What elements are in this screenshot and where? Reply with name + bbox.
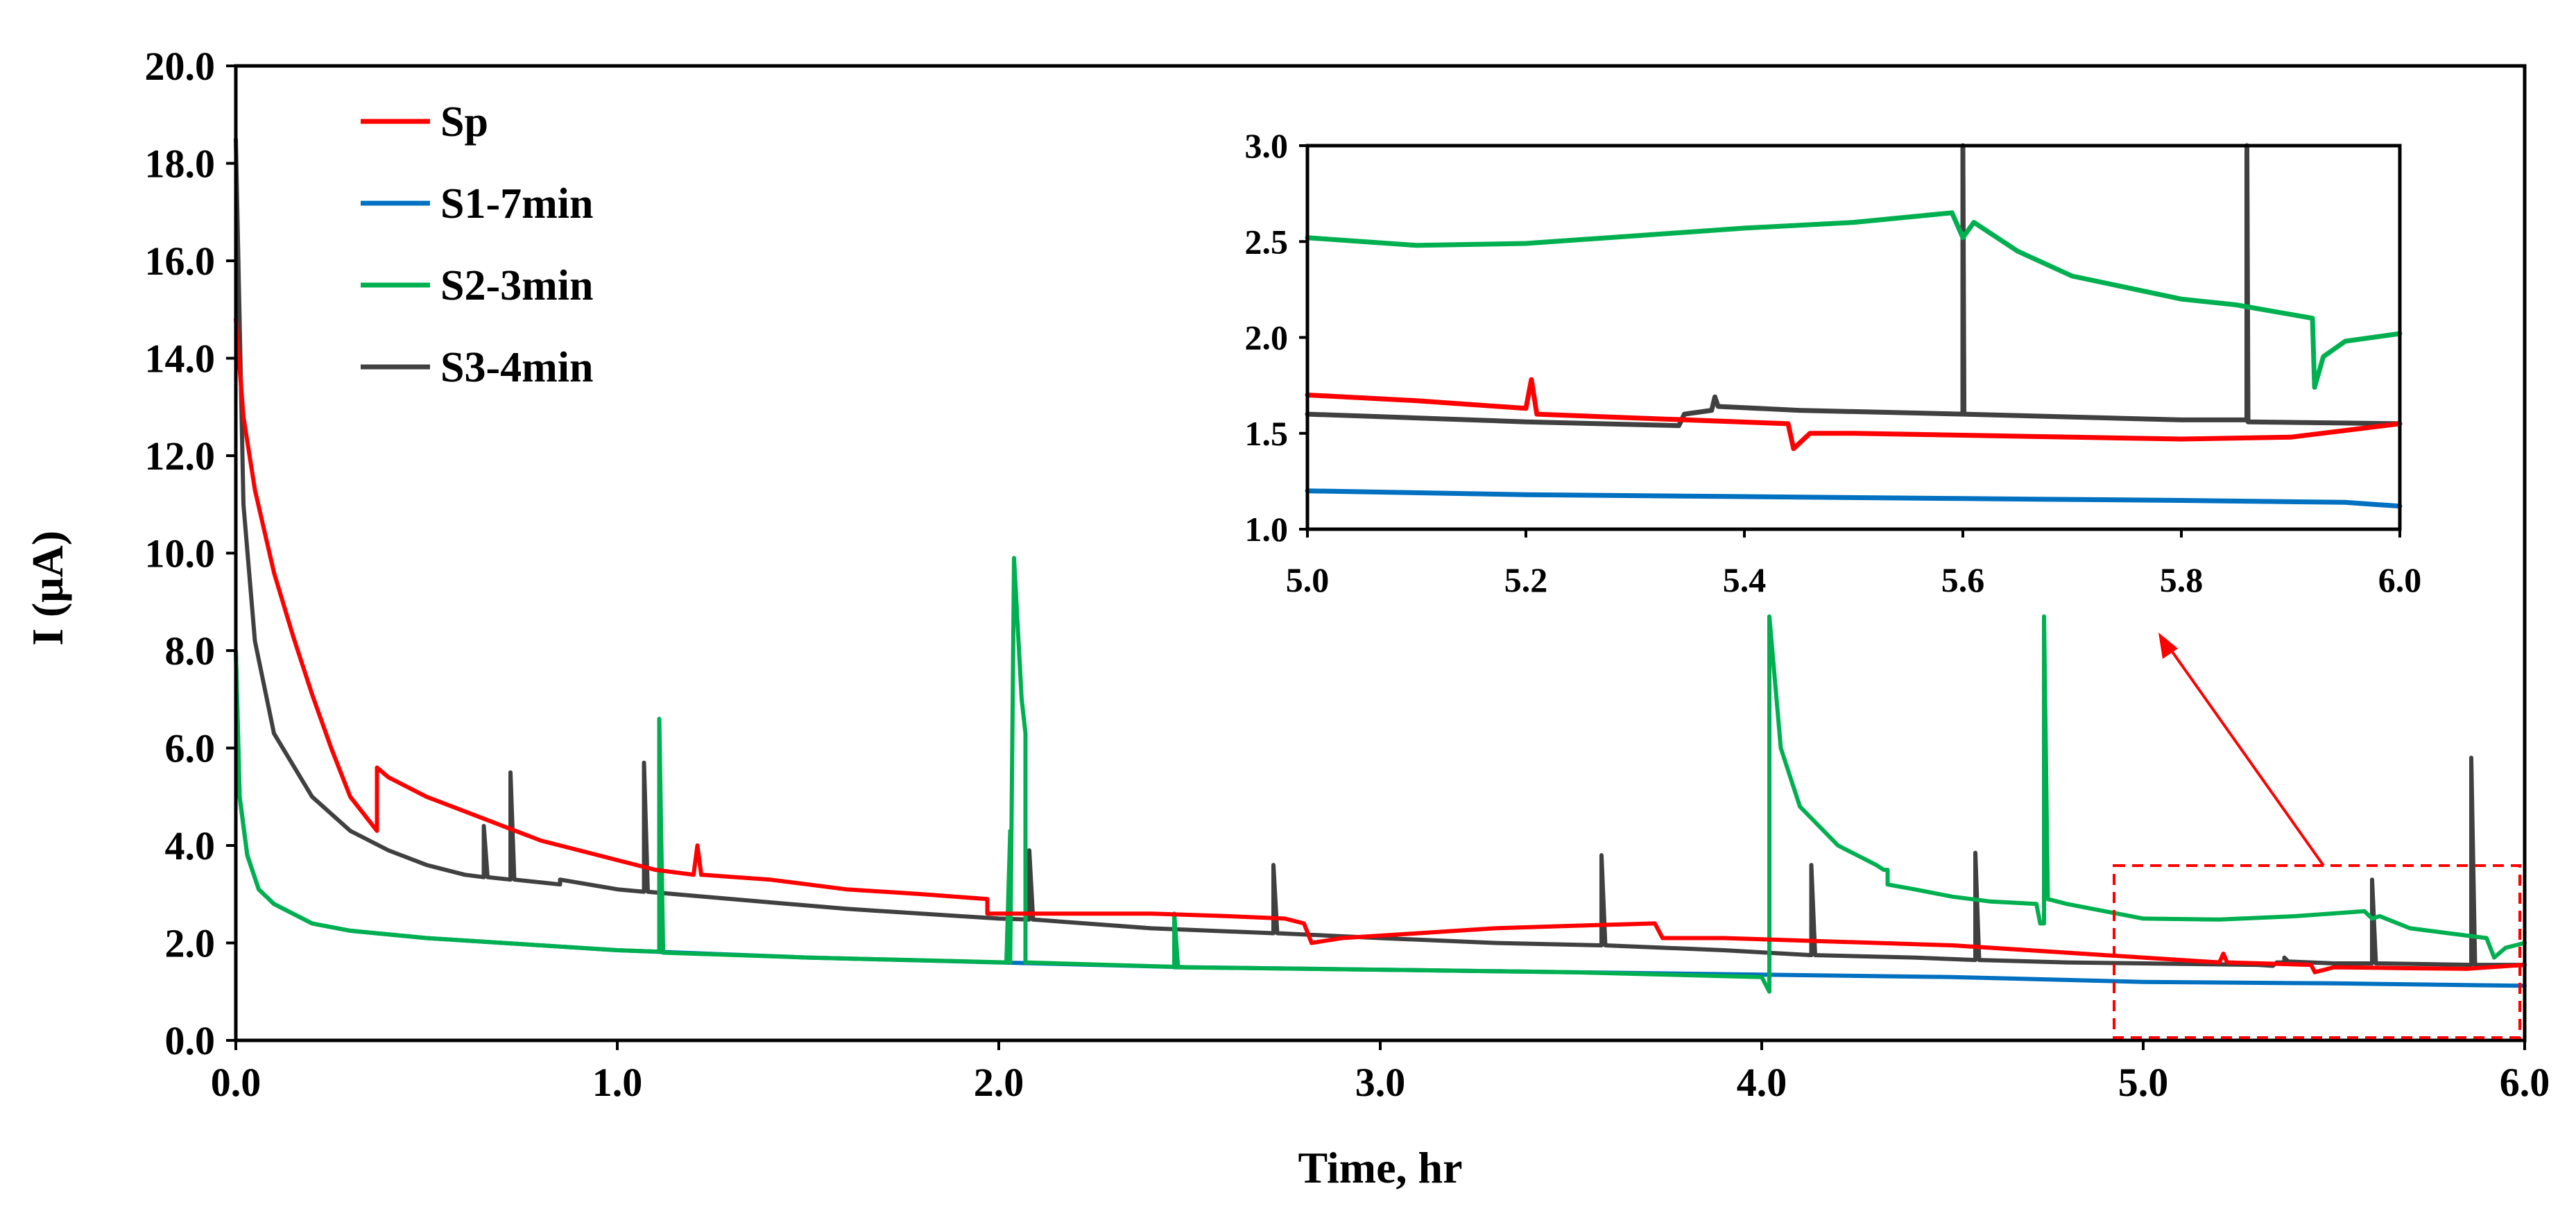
y-tick-label: 6.0 xyxy=(165,726,216,771)
x-tick-label: 2.0 xyxy=(974,1060,1024,1105)
y-tick-label: 14.0 xyxy=(145,336,216,381)
x-tick-label: 4.0 xyxy=(1737,1060,1787,1105)
legend-label-sp: Sp xyxy=(440,98,488,146)
legend-label-s1-7min: S1-7min xyxy=(440,180,593,227)
inset-x-tick-label: 5.4 xyxy=(1723,560,1767,599)
inset-y-tick-label: 1.0 xyxy=(1245,510,1289,549)
legend-label-s2-3min: S2-3min xyxy=(440,262,593,309)
y-tick-label: 20.0 xyxy=(145,44,216,89)
inset-series-line-sp xyxy=(1305,377,2403,452)
inset-series-group xyxy=(1305,143,2403,509)
inset-y-tick-label: 2.0 xyxy=(1245,318,1289,357)
x-tick-label: 3.0 xyxy=(1355,1060,1406,1105)
inset-y-tick-label: 3.0 xyxy=(1245,126,1289,165)
x-tick-label: 5.0 xyxy=(2118,1060,2169,1105)
y-tick-label: 12.0 xyxy=(145,433,216,479)
y-tick-label: 10.0 xyxy=(145,531,216,576)
y-axis-title: I (μA) xyxy=(23,531,72,646)
series-line-s3-4min xyxy=(234,137,2527,968)
inset-series-line-s3-4min xyxy=(1305,143,2403,429)
y-tick-label: 4.0 xyxy=(165,823,216,868)
zoom-region-box xyxy=(2113,864,2521,1039)
inset-x-tick-label: 5.6 xyxy=(1941,560,1985,599)
legend-label-s3-4min: S3-4min xyxy=(440,344,593,391)
inset-x-tick-label: 6.0 xyxy=(2378,560,2422,599)
inset-x-tick-label: 5.8 xyxy=(2160,560,2204,599)
y-tick-label: 18.0 xyxy=(145,141,216,187)
series-line-s2-3min xyxy=(234,556,2527,994)
inset-x-tick-label: 5.2 xyxy=(1504,560,1548,599)
x-tick-label: 0.0 xyxy=(211,1060,261,1105)
y-tick-label: 16.0 xyxy=(145,239,216,284)
series-line-sp xyxy=(234,317,2527,974)
inset-series-line-s1-7min xyxy=(1305,488,2403,509)
y-tick-label: 8.0 xyxy=(165,628,216,673)
inset-background xyxy=(1307,146,2400,529)
inset-axes: 5.0 5.2 5.4 5.6 5.8 6.0 1.0 1.5 2.0 2.5 3.0 xyxy=(1245,126,2422,599)
main-axes: 0.0 1.0 2.0 3.0 4.0 5.0 6.0 0.0 2.0 4.0 6.0 8.0 10.0… xyxy=(145,44,2550,1105)
inset-series-line-s2-3min xyxy=(1305,210,2403,390)
main-series-group xyxy=(234,137,2527,994)
y-tick-label: 2.0 xyxy=(165,921,216,966)
y-tick-label: 0.0 xyxy=(165,1018,216,1063)
zoom-arrow-line xyxy=(2166,644,2325,867)
inset-y-tick-label: 2.5 xyxy=(1245,222,1289,261)
inset-x-tick-label: 5.0 xyxy=(1286,560,1330,599)
legend: Sp S1-7min S2-3min S3-4min xyxy=(361,98,593,391)
x-axis-title: Time, hr xyxy=(1298,1143,1462,1192)
x-tick-label: 1.0 xyxy=(592,1060,643,1105)
zoom-arrow-head xyxy=(2158,633,2178,659)
x-tick-label: 6.0 xyxy=(2500,1060,2550,1105)
inset-y-tick-label: 1.5 xyxy=(1245,414,1289,453)
